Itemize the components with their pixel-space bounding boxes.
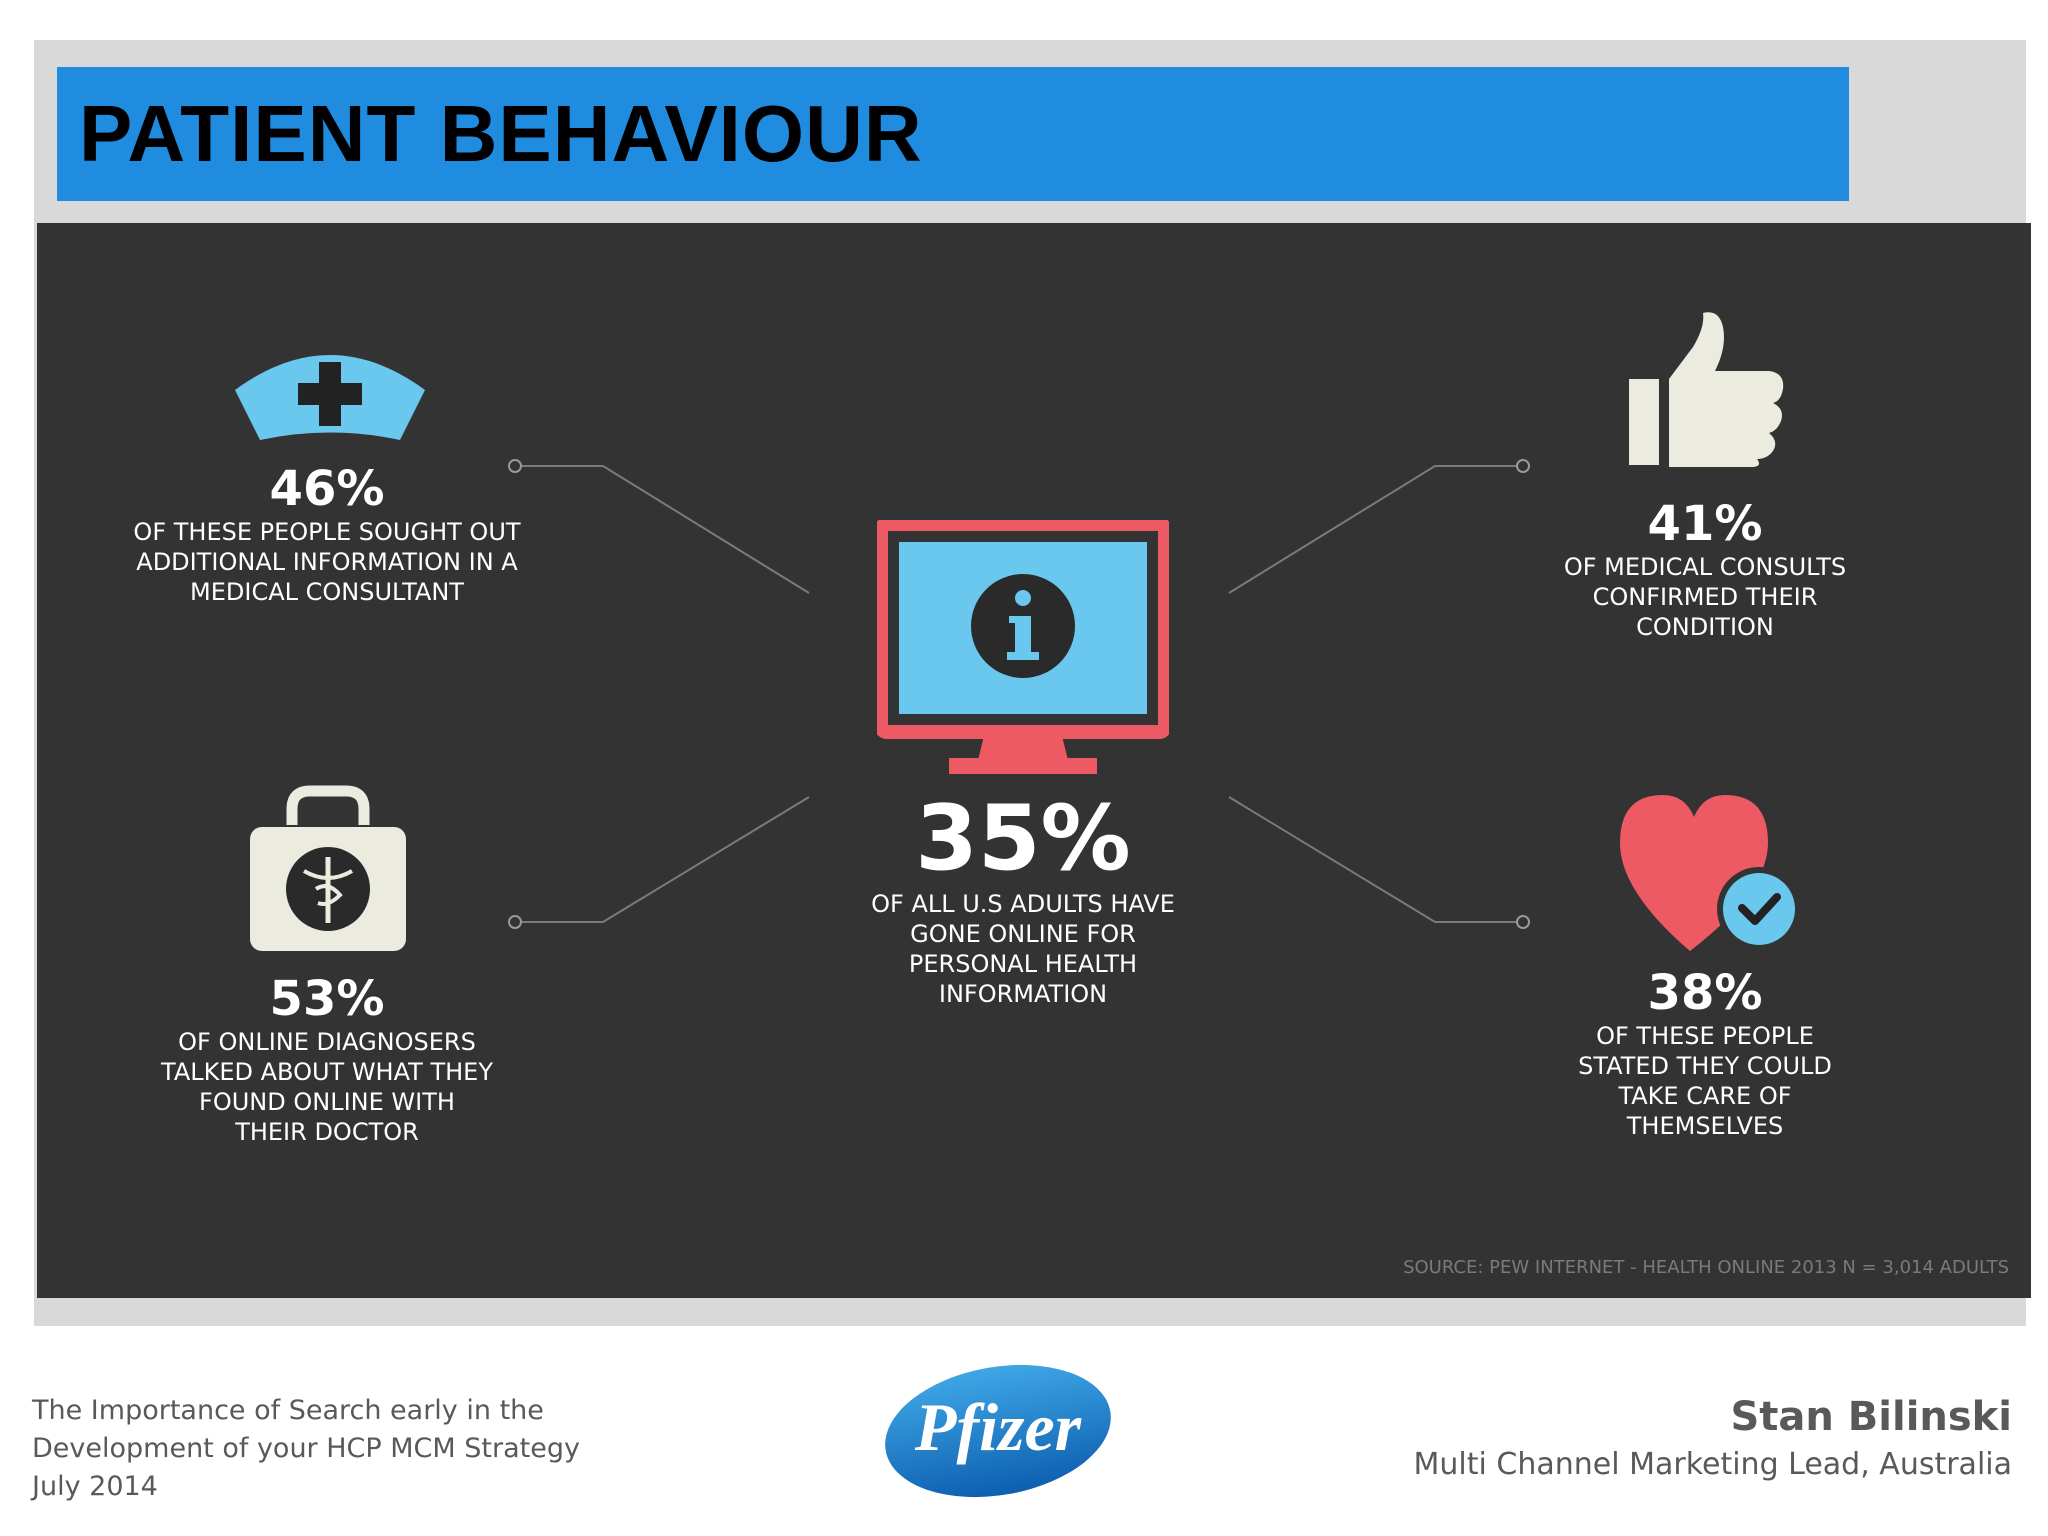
- svg-text:Pfizer: Pfizer: [914, 1389, 1082, 1465]
- page-title: PATIENT BEHAVIOUR: [79, 89, 923, 178]
- presenter-name: Stan Bilinski: [1730, 1394, 2012, 1440]
- presenter-role: Multi Channel Marketing Lead, Australia: [1413, 1447, 2012, 1482]
- connector-dot: [1516, 915, 1530, 929]
- infographic-panel: 46% OF THESE PEOPLE SOUGHT OUT ADDITIONA…: [37, 223, 2031, 1298]
- connector-top-right: [1228, 465, 1523, 594]
- footer-presenter: Stan Bilinski Multi Channel Marketing Le…: [1414, 1390, 2012, 1486]
- stat-percent: 46%: [269, 461, 385, 517]
- stat-line: CONDITION: [1636, 613, 1774, 641]
- source-note: SOURCE: PEW INTERNET - HEALTH ONLINE 201…: [1403, 1257, 2009, 1278]
- stat-percent: 53%: [269, 971, 385, 1027]
- stat-bottom-right: 38% OF THESE PEOPLE STATED THEY COULD TA…: [1495, 965, 1915, 1141]
- stat-line: INFORMATION: [938, 980, 1108, 1008]
- stat-line: ADDITIONAL INFORMATION IN A: [136, 548, 518, 576]
- connector-top-left: [515, 465, 810, 594]
- stat-line: OF MEDICAL CONSULTS: [1563, 553, 1847, 581]
- stat-center: 35% OF ALL U.S ADULTS HAVE GONE ONLINE F…: [813, 789, 1233, 1009]
- stat-bottom-left: 53% OF ONLINE DIAGNOSERS TALKED ABOUT WH…: [117, 971, 537, 1147]
- stat-line: FOUND ONLINE WITH: [199, 1088, 455, 1116]
- connector-dot: [1516, 459, 1530, 473]
- connector-dot: [508, 915, 522, 929]
- stat-line: OF THESE PEOPLE: [1596, 1022, 1814, 1050]
- heart-check-icon: [1620, 795, 1801, 951]
- connector-bottom-right: [1228, 796, 1523, 923]
- monitor-info-icon: [877, 520, 1169, 774]
- connector-dot: [508, 459, 522, 473]
- stat-line: THEIR DOCTOR: [235, 1118, 419, 1146]
- footer-line: July 2014: [32, 1471, 158, 1502]
- stat-line: TAKE CARE OF: [1618, 1082, 1792, 1110]
- stat-percent: 35%: [915, 786, 1131, 891]
- thumbs-up-icon: [1629, 312, 1784, 467]
- connector-lines: [508, 459, 1530, 929]
- connector-bottom-left: [515, 796, 810, 923]
- stat-line: OF ONLINE DIAGNOSERS: [178, 1028, 476, 1056]
- footer-line: Development of your HCP MCM Strategy: [32, 1433, 580, 1464]
- nurse-cap-icon: [235, 355, 425, 440]
- stat-line: TALKED ABOUT WHAT THEY: [161, 1058, 493, 1086]
- stat-line: THEMSELVES: [1626, 1112, 1784, 1140]
- stat-line: CONFIRMED THEIR: [1592, 583, 1818, 611]
- stat-line: STATED THEY COULD: [1578, 1052, 1832, 1080]
- stat-line: PERSONAL HEALTH: [908, 950, 1138, 978]
- title-bar: PATIENT BEHAVIOUR: [57, 67, 1849, 201]
- medical-bag-icon: [250, 785, 406, 951]
- pfizer-logo: Pfizer: [885, 1364, 1111, 1498]
- stat-line: GONE ONLINE FOR: [910, 920, 1136, 948]
- stat-percent: 38%: [1647, 965, 1763, 1021]
- stat-top-right: 41% OF MEDICAL CONSULTS CONFIRMED THEIR …: [1495, 496, 1915, 642]
- stat-line: OF THESE PEOPLE SOUGHT OUT: [133, 518, 521, 546]
- footer-line: The Importance of Search early in the: [32, 1395, 544, 1426]
- stat-line: OF ALL U.S ADULTS HAVE: [871, 890, 1175, 918]
- stat-percent: 41%: [1647, 496, 1763, 552]
- footer-presentation-info: The Importance of Search early in the De…: [32, 1392, 580, 1506]
- stat-line: MEDICAL CONSULTANT: [190, 578, 464, 606]
- stat-top-left: 46% OF THESE PEOPLE SOUGHT OUT ADDITIONA…: [117, 461, 537, 607]
